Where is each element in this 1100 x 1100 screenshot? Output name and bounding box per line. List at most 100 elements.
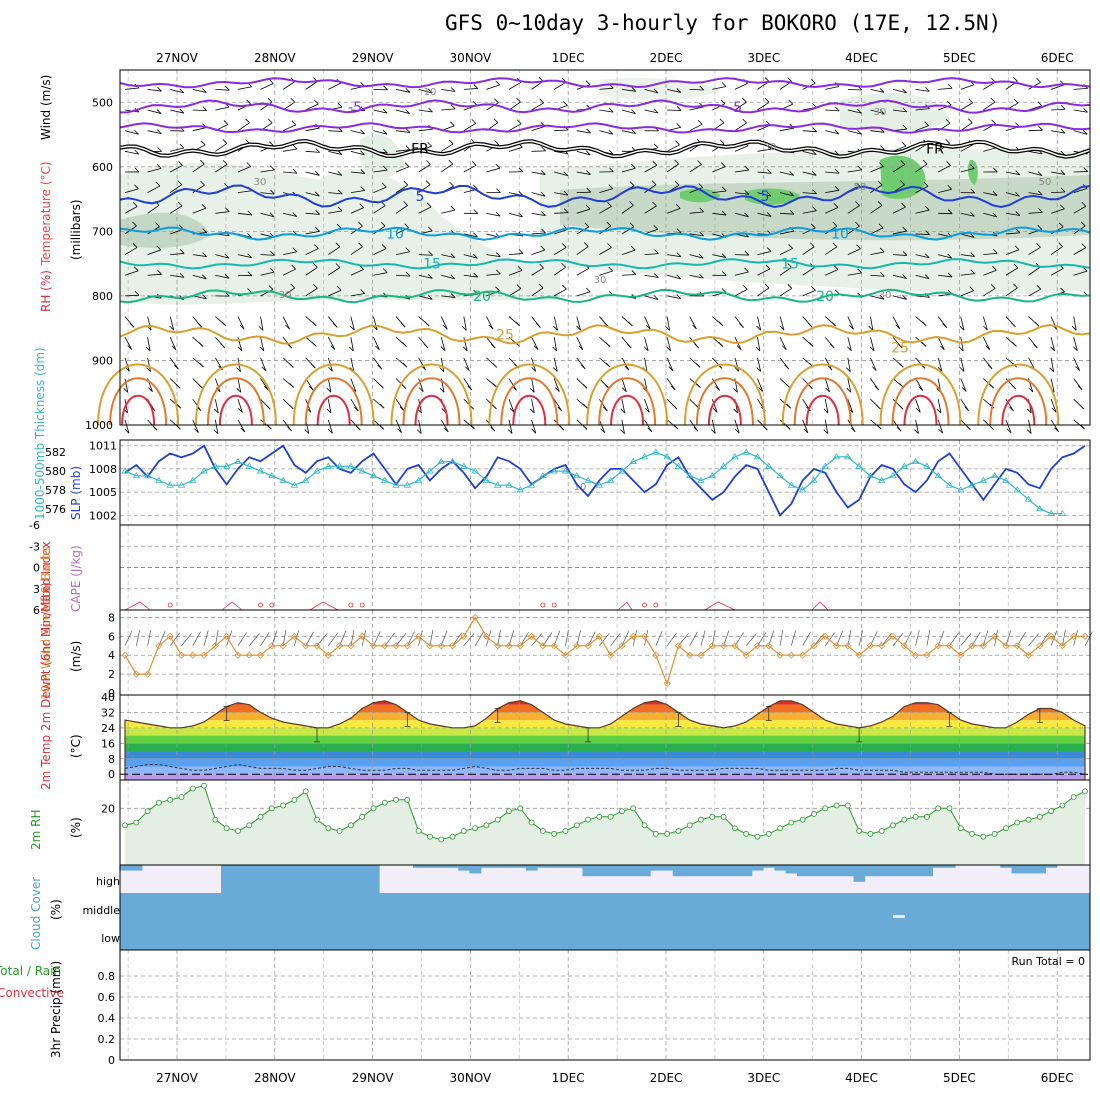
cloud-high-bar xyxy=(458,865,470,871)
wind-barb xyxy=(689,88,704,91)
wind-barb-flag xyxy=(157,270,162,275)
wind-barb-flag xyxy=(382,268,388,273)
thickness-point xyxy=(493,481,502,488)
wind-barb-flag xyxy=(938,428,943,434)
wind-speed-point xyxy=(686,651,694,659)
wind-barb xyxy=(621,226,635,235)
wind-barb xyxy=(892,206,906,214)
wind-barb-flag xyxy=(1013,263,1019,269)
wind-barb-flag xyxy=(765,264,771,270)
wind-barb xyxy=(214,399,219,413)
wind-barb-flag xyxy=(721,186,727,192)
wind-barb-flag xyxy=(179,249,185,254)
date-label-bottom: 3DEC xyxy=(747,1071,780,1085)
wind-barb-flag xyxy=(1012,342,1017,347)
rh-point xyxy=(946,805,953,812)
wind-barb xyxy=(147,185,161,193)
thickness-point xyxy=(1002,476,1010,483)
wind-barb-flag xyxy=(698,183,704,188)
wind-tick-label: 8 xyxy=(108,611,115,624)
wind-barb-flag xyxy=(471,161,477,166)
wind-barb-10m xyxy=(260,632,270,646)
wind-barb xyxy=(508,270,523,276)
wind-speed-point xyxy=(573,642,581,650)
wind-barb-flag xyxy=(133,266,139,272)
wind-barb-flag xyxy=(968,98,974,104)
cloud-high-bar xyxy=(695,865,708,877)
wind-barb xyxy=(328,289,342,297)
wind-barb-flag xyxy=(381,244,387,249)
wind-barb-flag xyxy=(1038,190,1043,196)
temp-bands-clipped xyxy=(125,700,1085,780)
wind-barb xyxy=(508,101,521,111)
wind-barb-flag xyxy=(993,248,998,254)
wind-barb-flag xyxy=(674,180,680,186)
ylabel-wind-unit: (m/s) xyxy=(69,641,83,672)
date-label-bottom: 6DEC xyxy=(1041,1071,1074,1085)
wind-barb-flag xyxy=(450,293,456,298)
wind-barb-flag xyxy=(379,383,384,389)
contour-line xyxy=(119,226,1091,241)
wind-barb-flag xyxy=(808,384,813,389)
wind-barb xyxy=(779,287,793,297)
rh-point xyxy=(494,816,501,823)
wind-barb xyxy=(757,316,762,331)
rh-point xyxy=(765,830,772,837)
wind-barb-flag xyxy=(313,263,318,268)
wind-barb xyxy=(237,86,252,90)
wind-barb-flag xyxy=(213,429,219,434)
wind-barb-flag xyxy=(898,404,904,410)
wind-barb-flag xyxy=(653,143,659,149)
wind-barb-flag xyxy=(878,223,884,229)
rh-region xyxy=(600,78,720,100)
wind-barb xyxy=(960,337,964,352)
wind-barb-flag xyxy=(553,325,558,331)
boundary-layer-contour xyxy=(707,394,742,426)
wind-speed-point xyxy=(607,651,615,659)
wind-barb-flag xyxy=(450,104,456,110)
wind-speed-point xyxy=(132,670,140,678)
boundary-layer-contour xyxy=(304,377,363,426)
wind-barb-flag xyxy=(555,387,560,392)
wind-barb xyxy=(1050,357,1054,372)
wind-barb-10m xyxy=(316,633,328,647)
wind-barb-flag xyxy=(315,227,320,232)
wind-barb xyxy=(395,109,410,114)
wind-barb xyxy=(689,316,697,330)
wind-barb-flag xyxy=(426,202,432,208)
rh-point xyxy=(223,825,230,832)
wind-barb-flag xyxy=(1013,77,1018,82)
wind-barb xyxy=(825,86,840,90)
wind-barb-flag xyxy=(198,342,204,347)
wind-barb xyxy=(824,399,829,413)
date-label-bottom: 4DEC xyxy=(845,1071,878,1085)
wind-speed-point xyxy=(369,642,378,650)
thickness-point xyxy=(347,462,355,469)
wind-barb xyxy=(147,88,162,92)
rh-point xyxy=(923,813,930,820)
wind-barb-flag xyxy=(812,127,817,132)
temp-minmax-bar xyxy=(223,706,230,721)
wind-barb xyxy=(576,316,581,331)
wind-barb xyxy=(327,419,333,434)
wind-barb-flag xyxy=(846,387,852,393)
wind-barb-flag xyxy=(155,222,160,227)
cloud-high-bar xyxy=(333,865,346,893)
wind-barb-10m xyxy=(757,632,767,646)
wind-barb-flag xyxy=(608,184,614,189)
wind-barb-flag xyxy=(473,184,478,190)
wind-barb xyxy=(282,81,296,90)
thickness-point xyxy=(934,472,942,479)
boundary-layer-contour xyxy=(598,377,657,426)
wind-barb-flag xyxy=(311,321,317,327)
wind-barb xyxy=(531,232,546,235)
thickness-point xyxy=(234,457,242,465)
rh-area xyxy=(122,782,1088,865)
wind-barb-10m xyxy=(135,630,141,646)
wind-barb-flag xyxy=(1080,424,1085,430)
wind-barb xyxy=(215,143,228,152)
wind-barb xyxy=(1005,398,1014,412)
wind-barb xyxy=(214,419,219,434)
wind-barb-flag xyxy=(561,262,566,268)
